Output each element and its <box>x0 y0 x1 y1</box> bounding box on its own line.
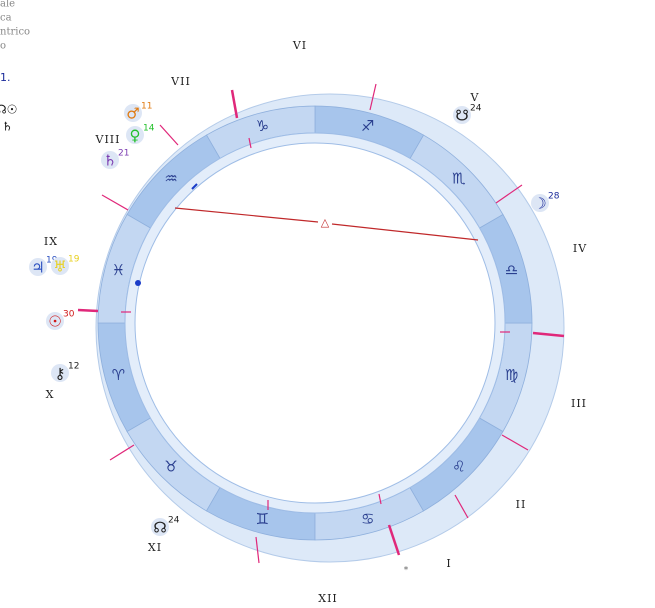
planet-badge <box>151 518 169 536</box>
planet-degree: 12 <box>68 362 79 372</box>
inner-circle <box>134 142 496 504</box>
sign-glyph: ♑ <box>256 117 269 135</box>
side-text: 1. <box>0 71 11 84</box>
sign-glyph: ♓ <box>112 261 125 279</box>
sign-glyph: ♌ <box>452 457 465 475</box>
house-number: VI <box>292 39 307 52</box>
house-number: IX <box>44 235 58 248</box>
planet-badge <box>531 194 549 212</box>
planet-degree: 28 <box>548 192 560 202</box>
planet-badge <box>101 151 119 169</box>
aspect-symbol: △ <box>321 216 330 229</box>
planet-glyph: ♄ <box>103 152 116 170</box>
side-symbol: ♄ <box>2 120 13 134</box>
planet-glyph: ☽ <box>533 195 546 213</box>
side-text: o <box>0 41 6 52</box>
planet-glyph: ☉ <box>48 313 61 331</box>
house-number: XI <box>148 541 162 554</box>
planet-degree: 14 <box>143 124 155 134</box>
house-number: VIII <box>95 133 121 146</box>
planet-badge <box>51 364 69 382</box>
planet-degree: 24 <box>470 104 482 114</box>
sign-glyph: ♏ <box>452 170 466 188</box>
house-number: VII <box>170 75 191 88</box>
house-number: X <box>46 388 55 401</box>
planet-badge <box>46 312 64 330</box>
sign-glyph: ♊ <box>256 510 269 528</box>
planet-degree: 11 <box>141 102 152 112</box>
sign-glyph: ♎ <box>505 261 518 279</box>
house-number: II <box>516 498 527 511</box>
planet-glyph: ♀ <box>130 127 141 145</box>
sign-glyph: ♈ <box>112 366 125 384</box>
side-text: ntrico <box>0 27 30 38</box>
aspect-line <box>174 207 319 223</box>
planet-degree: 21 <box>118 149 129 159</box>
planet-glyph: ⚷ <box>55 365 66 383</box>
side-text: ca <box>0 13 12 24</box>
sign-glyph: ♒ <box>164 170 177 188</box>
sign-glyph: ♋ <box>361 510 374 528</box>
planet-badge <box>124 104 142 122</box>
planet-glyph: ☋ <box>455 107 468 125</box>
sign-glyph: ♍ <box>505 366 518 384</box>
planet-degree: 30 <box>63 310 75 320</box>
house-number: XII <box>318 592 338 605</box>
planet-degree: 19 <box>68 255 80 265</box>
point <box>191 183 198 190</box>
sign-glyph: ♐ <box>361 117 374 135</box>
point <box>135 280 141 286</box>
planet-degree: 19 <box>46 256 58 266</box>
planet-glyph: ♃ <box>31 259 44 277</box>
planet-glyph: ♅ <box>53 258 66 276</box>
planet-badge <box>51 257 69 275</box>
planet-glyph: ☊ <box>153 519 166 537</box>
planet-badge <box>29 258 47 276</box>
sign-glyph: ♉ <box>164 457 177 475</box>
house-number: III <box>571 397 587 410</box>
side-text: ale <box>0 0 15 10</box>
house-number: IV <box>573 242 587 255</box>
house-cusps <box>77 83 565 564</box>
marker: * <box>404 566 409 576</box>
zodiac-ring: ♈ ♉ ♊ ♋ ♌ ♍ ♎ ♏ ♐ ♑ ♒ ♓ <box>97 105 533 541</box>
aspect-line <box>331 223 479 241</box>
planet-degree: 24 <box>168 516 180 526</box>
planet-badge <box>453 106 471 124</box>
planet-glyph: ♂ <box>126 105 139 123</box>
house-number: V <box>470 91 480 104</box>
house-number: I <box>446 557 451 570</box>
side-symbol: ☊☉ <box>0 103 17 117</box>
planet-badge <box>126 126 144 144</box>
